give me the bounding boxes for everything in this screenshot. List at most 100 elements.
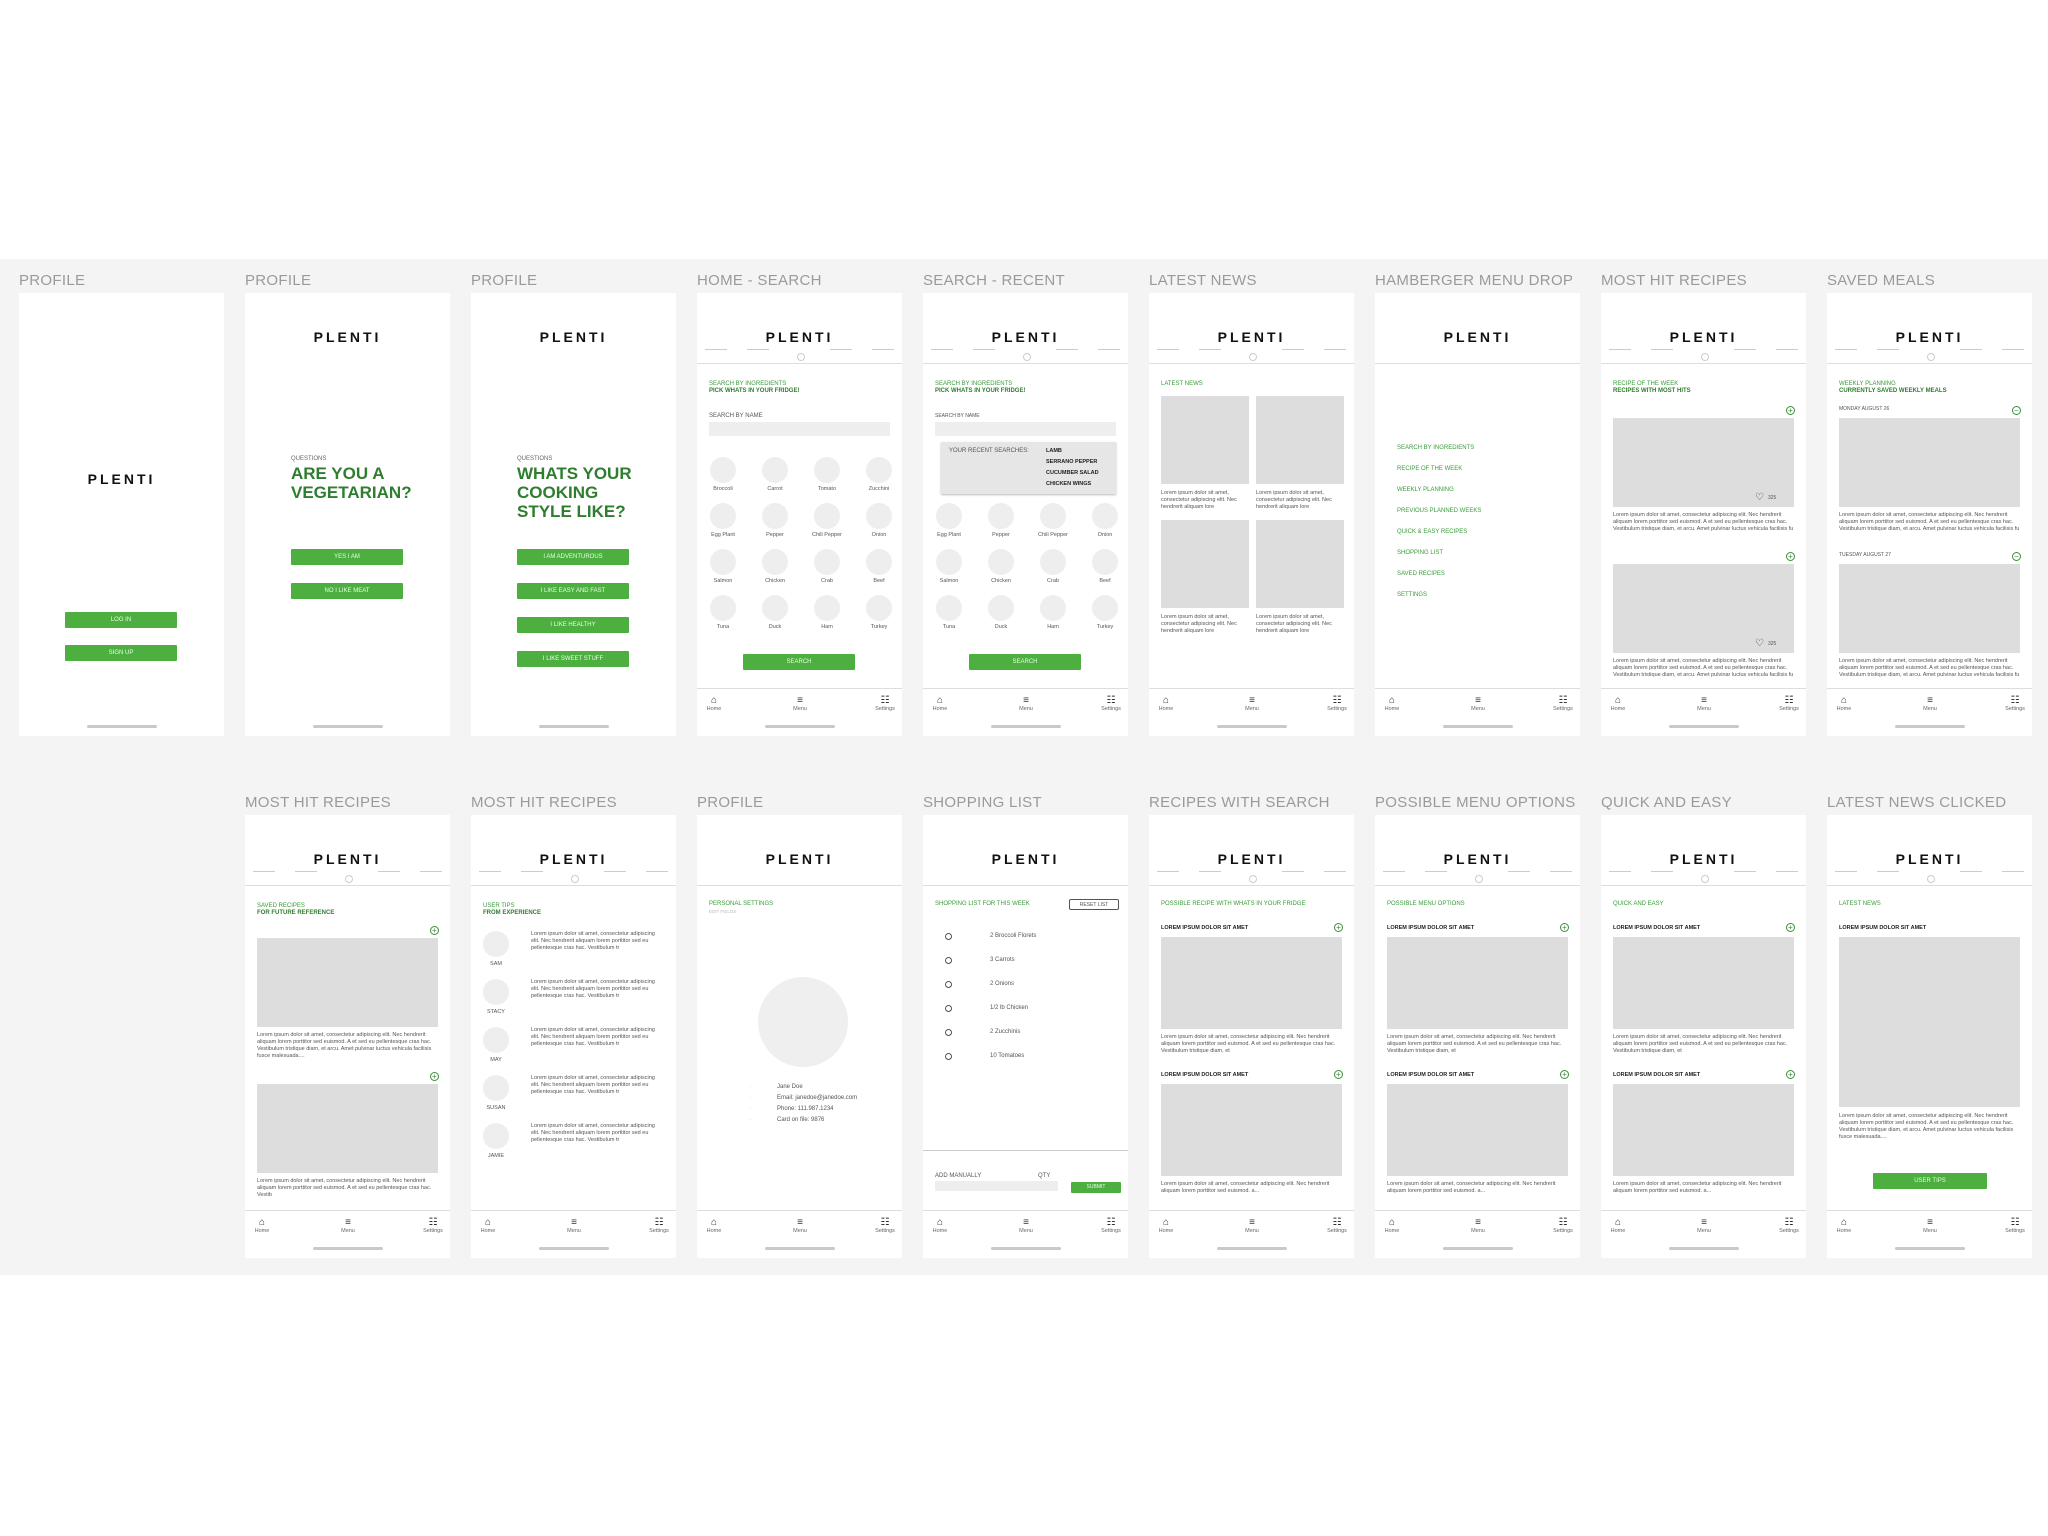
tab-line[interactable]	[1776, 349, 1798, 350]
recipe-image[interactable]	[257, 1084, 438, 1173]
menu-item[interactable]: QUICK & EASY RECIPES	[1397, 529, 1468, 535]
nav-menu-item[interactable]: ≡ Menu	[559, 1217, 589, 1234]
top-tabs[interactable]	[1157, 867, 1346, 883]
menu-item[interactable]: RECIPE OF THE WEEK	[1397, 466, 1463, 472]
tab-line[interactable]	[1609, 871, 1631, 872]
nav-settings-item[interactable]: ☷ Settings	[2000, 695, 2030, 712]
nav-home-item[interactable]: ⌂ Home	[925, 1217, 955, 1234]
menu-item[interactable]: SAVED RECIPES	[1397, 571, 1445, 577]
ingredient-circle[interactable]	[988, 549, 1014, 575]
user-avatar[interactable]	[483, 1027, 509, 1053]
nav-settings-item[interactable]: ☷ Settings	[1774, 1217, 1804, 1234]
ingredient-circle[interactable]	[988, 595, 1014, 621]
style-option-button[interactable]: I LIKE EASY AND FAST	[517, 583, 629, 599]
nav-home-item[interactable]: ⌂ Home	[925, 695, 955, 712]
nav-menu-item[interactable]: ≡ Menu	[1237, 695, 1267, 712]
tab-line[interactable]	[1960, 871, 1982, 872]
nav-home-item[interactable]: ⌂ Home	[1829, 695, 1859, 712]
add-recipe-icon[interactable]: +	[1560, 1070, 1569, 1079]
nav-home-item[interactable]: ⌂ Home	[1151, 1217, 1181, 1234]
user-avatar[interactable]	[483, 979, 509, 1005]
recipe-image[interactable]	[257, 938, 438, 1027]
tab-line[interactable]	[747, 349, 769, 350]
ingredient-circle[interactable]	[814, 549, 840, 575]
top-tabs[interactable]	[1609, 345, 1798, 361]
add-recipe-icon[interactable]: +	[1560, 923, 1569, 932]
tab-line[interactable]	[604, 871, 626, 872]
checkbox-circle[interactable]	[945, 981, 952, 988]
tab-line[interactable]	[295, 871, 317, 872]
ingredient-circle[interactable]	[936, 549, 962, 575]
tab-line[interactable]	[1877, 871, 1899, 872]
style-option-button[interactable]: I AM ADVENTUROUS	[517, 549, 629, 565]
add-recipe-icon[interactable]: +	[1786, 406, 1795, 415]
nav-home-item[interactable]: ⌂ Home	[699, 1217, 729, 1234]
nav-settings-item[interactable]: ☷ Settings	[1774, 695, 1804, 712]
ingredient-circle[interactable]	[866, 503, 892, 529]
nav-settings-item[interactable]: ☷ Settings	[1322, 1217, 1352, 1234]
nav-settings-item[interactable]: ☷ Settings	[870, 1217, 900, 1234]
recent-search-item[interactable]: CUCUMBER SALAD	[1046, 470, 1099, 476]
nav-home-item[interactable]: ⌂ Home	[1377, 1217, 1407, 1234]
nav-menu-item[interactable]: ≡ Menu	[785, 1217, 815, 1234]
search-name-input[interactable]	[935, 422, 1116, 436]
menu-item[interactable]: PREVIOUS PLANNED WEEKS	[1397, 508, 1482, 514]
tab-line[interactable]	[830, 349, 852, 350]
tab-line[interactable]	[1157, 349, 1179, 350]
tab-line[interactable]	[1734, 871, 1756, 872]
checkbox-circle[interactable]	[945, 1029, 952, 1036]
meal-image[interactable]	[1839, 418, 2020, 507]
checkbox-circle[interactable]	[945, 933, 952, 940]
nav-menu-item[interactable]: ≡ Menu	[333, 1217, 363, 1234]
nav-menu-item[interactable]: ≡ Menu	[1011, 1217, 1041, 1234]
menu-item[interactable]: SEARCH BY INGREDIENTS	[1397, 445, 1475, 451]
ingredient-circle[interactable]	[1040, 549, 1066, 575]
tab-line[interactable]	[1776, 871, 1798, 872]
nav-menu-item[interactable]: ≡ Menu	[1237, 1217, 1267, 1234]
nav-settings-item[interactable]: ☷ Settings	[1322, 695, 1352, 712]
nav-home-item[interactable]: ⌂ Home	[1151, 695, 1181, 712]
article-image[interactable]	[1839, 937, 2020, 1107]
nav-home-item[interactable]: ⌂ Home	[473, 1217, 503, 1234]
tab-line[interactable]	[1835, 349, 1857, 350]
tab-line[interactable]	[2002, 349, 2024, 350]
recipe-image[interactable]	[1161, 937, 1342, 1029]
nav-menu-item[interactable]: ≡ Menu	[1011, 695, 1041, 712]
top-tabs[interactable]	[1609, 867, 1798, 883]
ingredient-circle[interactable]	[762, 595, 788, 621]
tab-line[interactable]	[1550, 871, 1572, 872]
recipe-image[interactable]	[1613, 564, 1794, 653]
tab-line[interactable]	[420, 871, 442, 872]
recipe-image[interactable]	[1161, 1084, 1342, 1176]
profile-field-card[interactable]: Card on file: 9876	[777, 1117, 825, 1123]
top-tabs[interactable]	[1157, 345, 1346, 361]
top-tabs[interactable]	[705, 345, 894, 361]
ingredient-circle[interactable]	[762, 457, 788, 483]
profile-field-name[interactable]: Jane Doe	[777, 1084, 803, 1090]
menu-item[interactable]: WEEKLY PLANNING	[1397, 487, 1454, 493]
add-recipe-icon[interactable]: +	[1334, 1070, 1343, 1079]
no-button[interactable]: NO I LIKE MEAT	[291, 583, 403, 599]
recent-search-item[interactable]: LAMB	[1046, 448, 1062, 454]
nav-settings-item[interactable]: ☷ Settings	[870, 695, 900, 712]
checkbox-circle[interactable]	[945, 1005, 952, 1012]
add-recipe-icon[interactable]: +	[1334, 923, 1343, 932]
tab-line[interactable]	[1425, 871, 1447, 872]
tab-line[interactable]	[521, 871, 543, 872]
nav-menu-item[interactable]: ≡ Menu	[1463, 695, 1493, 712]
ingredient-circle[interactable]	[988, 503, 1014, 529]
ingredient-circle[interactable]	[1040, 503, 1066, 529]
ingredient-circle[interactable]	[710, 549, 736, 575]
tab-line[interactable]	[1651, 871, 1673, 872]
tab-line[interactable]	[1282, 349, 1304, 350]
user-avatar[interactable]	[483, 1123, 509, 1149]
tab-line[interactable]	[479, 871, 501, 872]
tab-line[interactable]	[1282, 871, 1304, 872]
remove-meal-icon[interactable]: −	[2012, 552, 2021, 561]
ingredient-circle[interactable]	[762, 549, 788, 575]
ingredient-circle[interactable]	[762, 503, 788, 529]
checkbox-circle[interactable]	[945, 957, 952, 964]
style-option-button[interactable]: I LIKE SWEET STUFF	[517, 651, 629, 667]
nav-home-item[interactable]: ⌂ Home	[699, 695, 729, 712]
tab-line[interactable]	[872, 349, 894, 350]
